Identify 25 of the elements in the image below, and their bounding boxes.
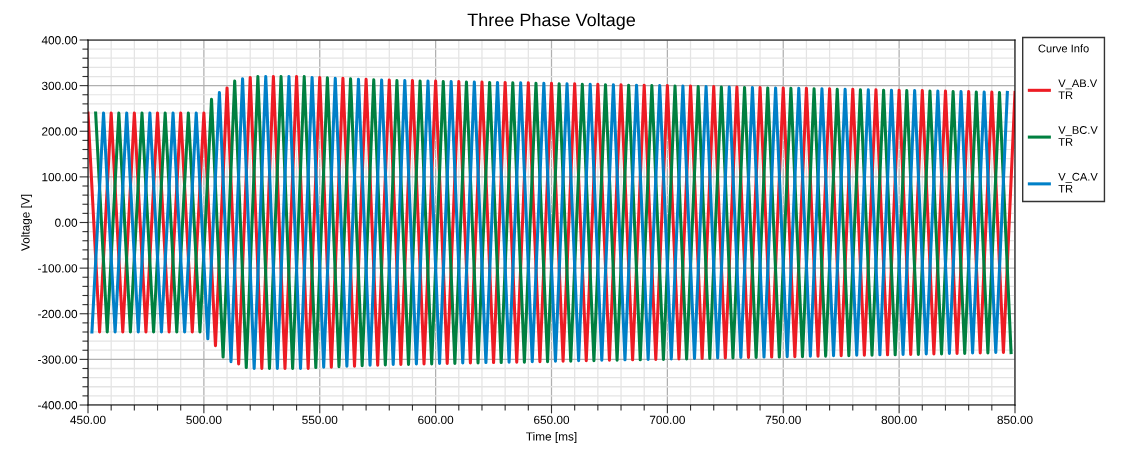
y-tick-label: 100.00	[42, 172, 78, 182]
legend-title: Curve Info	[1038, 44, 1089, 53]
x-tick-label: 750.00	[765, 415, 801, 425]
x-tick-label: 650.00	[534, 415, 570, 425]
legend-label: V_CA.V TR	[1058, 172, 1098, 193]
x-tick-label: 550.00	[302, 415, 338, 425]
chart-title: Three Phase Voltage	[467, 13, 636, 30]
x-tick-label: 600.00	[418, 415, 454, 425]
x-tick-label: 850.00	[997, 415, 1033, 425]
y-tick-label: 0.00	[55, 218, 78, 227]
y-tick-label: -100.00	[38, 264, 78, 273]
x-tick-label: 500.00	[186, 415, 222, 425]
y-tick-label: 300.00	[41, 81, 78, 91]
y-tick-label: -400.00	[38, 401, 78, 410]
y-tick-label: -300.00	[38, 355, 78, 364]
y-tick-label: 200.00	[42, 127, 78, 136]
x-tick-label: 800.00	[881, 415, 917, 425]
x-axis-title: Time [ms]	[526, 431, 577, 443]
y-axis-title: Voltage [V]	[20, 194, 32, 251]
y-tick-label: -200.00	[38, 309, 78, 319]
legend-label: V_AB.V TR	[1058, 79, 1098, 100]
y-tick-label: 400.00	[41, 36, 78, 45]
x-tick-label: 700.00	[649, 415, 685, 425]
legend-label: V_BC.V TR	[1058, 126, 1098, 146]
x-tick-label: 450.00	[70, 415, 106, 425]
